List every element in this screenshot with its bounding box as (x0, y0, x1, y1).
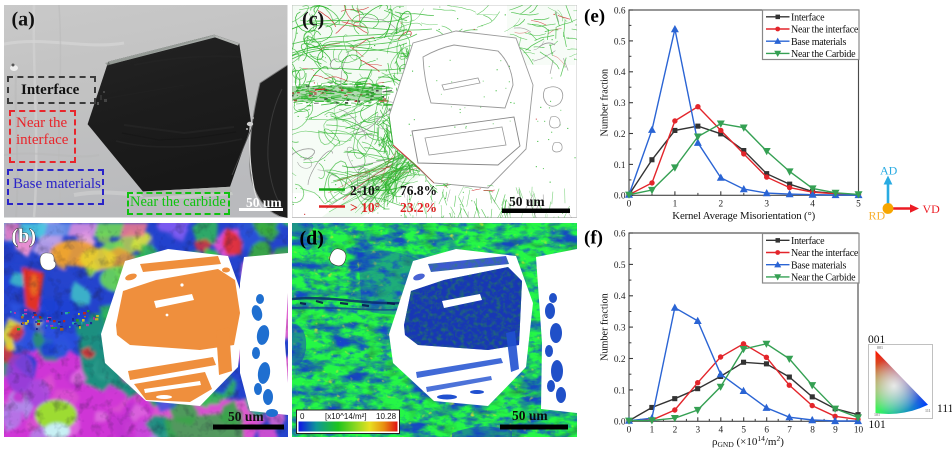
svg-text:(b): (b) (12, 226, 36, 248)
svg-text:50 um: 50 um (509, 194, 545, 209)
svg-text:2-10°: 2-10° (350, 183, 380, 198)
svg-text:0: 0 (300, 412, 305, 421)
svg-text:[x10^14/m²]: [x10^14/m²] (325, 412, 367, 421)
svg-text:Near the Carbide: Near the Carbide (791, 273, 856, 284)
svg-text:0.6: 0.6 (614, 6, 626, 16)
svg-text:2: 2 (673, 425, 678, 435)
svg-text:23.2%: 23.2% (400, 200, 437, 215)
svg-text:Near the interface: Near the interface (791, 248, 859, 259)
svg-text:(f): (f) (584, 228, 603, 249)
svg-text:0.2: 0.2 (614, 355, 626, 365)
svg-text:Kernel Average Misorientation: Kernel Average Misorientation (°) (672, 210, 815, 222)
svg-text:8: 8 (810, 425, 815, 435)
svg-text:0.5: 0.5 (614, 261, 626, 271)
svg-text:3: 3 (695, 425, 700, 435)
svg-text:(e): (e) (584, 6, 605, 27)
svg-text:9: 9 (833, 425, 838, 435)
svg-text:Number fraction: Number fraction (600, 293, 611, 361)
svg-text:0.0: 0.0 (614, 192, 626, 202)
svg-text:(a): (a) (12, 9, 35, 31)
svg-text:4: 4 (810, 199, 815, 209)
svg-text:Number fraction: Number fraction (600, 69, 611, 137)
svg-text:0.2: 0.2 (614, 130, 626, 140)
svg-text:50 um: 50 um (512, 408, 548, 423)
svg-text:0.3: 0.3 (614, 324, 626, 334)
svg-text:Base materials: Base materials (791, 260, 846, 271)
svg-text:> 10°: > 10° (350, 200, 380, 215)
svg-text:Base materials: Base materials (791, 37, 846, 48)
svg-text:0.4: 0.4 (614, 68, 626, 78)
svg-text:ρGND (×1014/m2): ρGND (×1014/m2) (712, 434, 784, 449)
svg-text:0: 0 (627, 199, 632, 209)
svg-text:1: 1 (650, 425, 655, 435)
svg-text:0.0: 0.0 (614, 418, 626, 428)
svg-text:VD: VD (923, 202, 941, 216)
svg-text:RD: RD (869, 209, 886, 223)
svg-text:AD: AD (880, 164, 898, 178)
svg-text:50 um: 50 um (228, 409, 264, 424)
svg-text:5: 5 (741, 425, 746, 435)
svg-text:(c): (c) (302, 9, 324, 31)
svg-text:1: 1 (673, 199, 678, 209)
svg-text:Interface: Interface (791, 12, 825, 23)
svg-text:5: 5 (856, 199, 861, 209)
svg-text:0.3: 0.3 (614, 99, 626, 109)
svg-text:0.6: 0.6 (614, 229, 626, 239)
svg-text:0.1: 0.1 (614, 161, 626, 171)
svg-text:0.1: 0.1 (614, 386, 626, 396)
svg-text:(d): (d) (300, 228, 324, 250)
svg-text:0.4: 0.4 (614, 292, 626, 302)
svg-text:4: 4 (718, 425, 723, 435)
svg-text:0: 0 (627, 425, 632, 435)
svg-text:10.28: 10.28 (376, 412, 397, 421)
svg-text:76.8%: 76.8% (400, 183, 437, 198)
svg-text:7: 7 (787, 425, 792, 435)
svg-text:Interface: Interface (791, 236, 825, 247)
svg-text:10: 10 (854, 425, 864, 435)
svg-text:2: 2 (718, 199, 723, 209)
svg-text:Near the interface: Near the interface (791, 25, 859, 36)
svg-text:6: 6 (764, 425, 769, 435)
svg-text:0.5: 0.5 (614, 37, 626, 47)
svg-text:3: 3 (764, 199, 769, 209)
svg-text:Near the Carbide: Near the Carbide (791, 49, 856, 60)
